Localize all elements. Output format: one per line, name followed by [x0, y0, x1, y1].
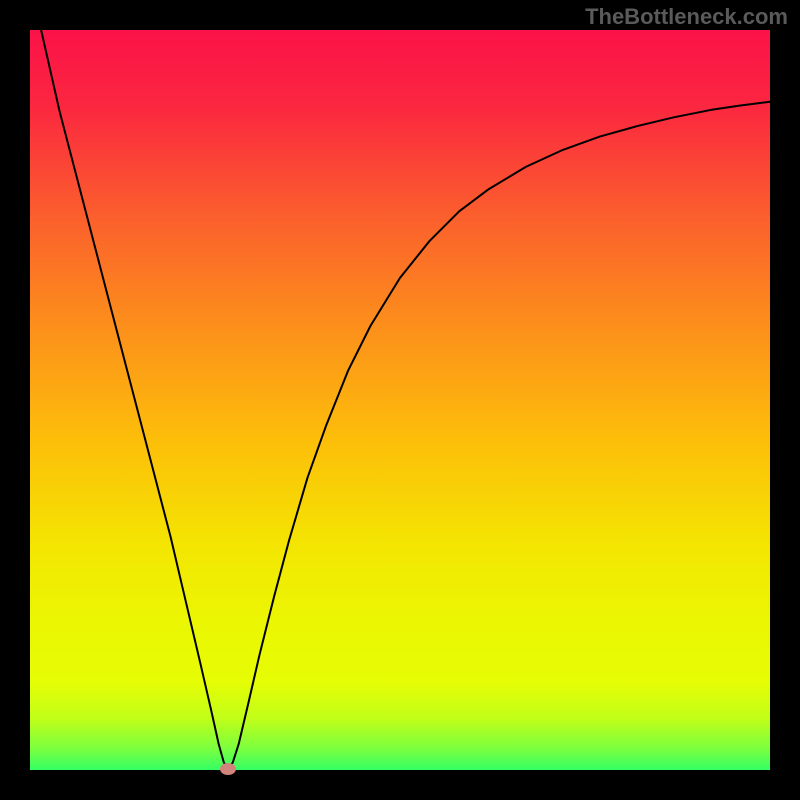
chart-frame: TheBottleneck.com	[0, 0, 800, 800]
bottleneck-curve	[30, 30, 770, 770]
watermark-text: TheBottleneck.com	[585, 4, 788, 30]
plot-area	[30, 30, 770, 770]
minimum-marker	[220, 763, 236, 775]
